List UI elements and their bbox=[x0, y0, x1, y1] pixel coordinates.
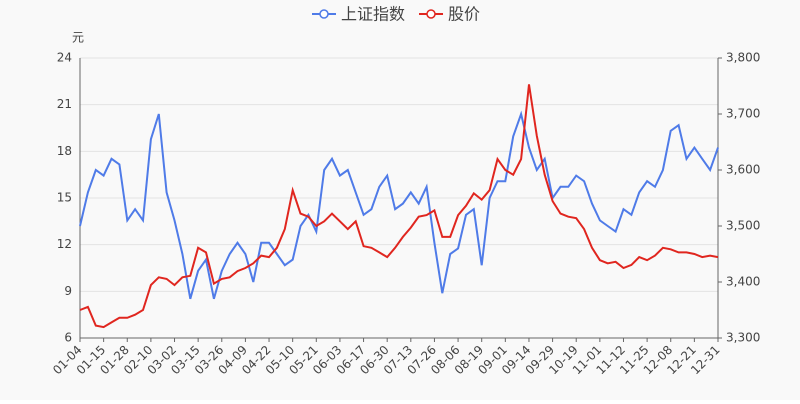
y-tick-label: 18 bbox=[57, 144, 72, 158]
y2-tick-label: 3,800 bbox=[726, 51, 760, 65]
y-tick-label: 24 bbox=[57, 51, 72, 65]
legend-icon bbox=[319, 9, 329, 19]
y2-tick-label: 3,600 bbox=[726, 163, 760, 177]
y-tick-label: 6 bbox=[64, 331, 72, 345]
legend-label: 上证指数 bbox=[341, 5, 405, 24]
y-tick-label: 21 bbox=[57, 97, 72, 111]
y2-tick-label: 3,700 bbox=[726, 107, 760, 121]
legend-icon bbox=[426, 9, 436, 19]
y-tick-label: 12 bbox=[57, 237, 72, 251]
y-tick-label: 9 bbox=[64, 284, 72, 298]
y2-tick-label: 3,300 bbox=[726, 331, 760, 345]
y2-tick-label: 3,400 bbox=[726, 275, 760, 289]
legend-label: 股价 bbox=[448, 5, 480, 24]
y-unit: 元 bbox=[72, 31, 84, 45]
y2-tick-label: 3,500 bbox=[726, 219, 760, 233]
series-line bbox=[79, 110, 719, 300]
series-line bbox=[79, 84, 719, 329]
y-tick-label: 15 bbox=[57, 191, 72, 205]
